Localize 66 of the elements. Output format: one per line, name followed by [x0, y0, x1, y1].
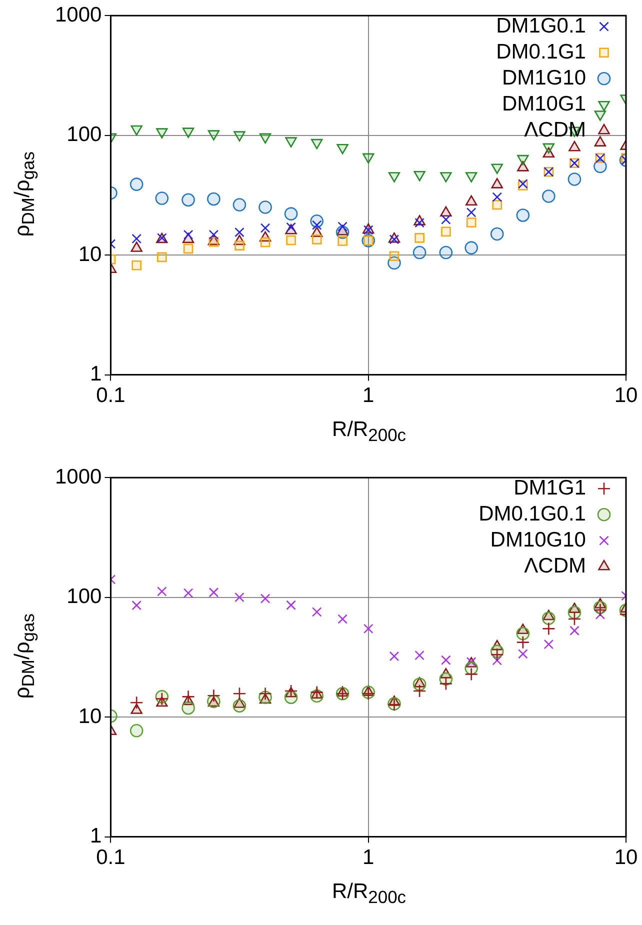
point: [412, 678, 426, 691]
point: [132, 600, 142, 610]
point: [412, 684, 426, 698]
x-tick-label: 10: [614, 846, 638, 870]
x-axis-title: R/R$_{200c}$: [330, 418, 408, 446]
point: [232, 686, 246, 700]
point: [516, 636, 530, 649]
y-tick-label: 1000: [55, 3, 102, 26]
legend-label: ΛCDM: [524, 554, 586, 578]
point: [570, 626, 580, 636]
legend-label: DM0.1G0.1: [478, 502, 586, 526]
point: [542, 622, 556, 636]
x-tick-label: 1: [362, 384, 374, 408]
y-tick-label: 1000: [55, 465, 102, 488]
x-tick-label: 0.1: [96, 384, 126, 408]
y-tick-label: 1: [90, 824, 102, 848]
x-tick-label: 1: [362, 846, 374, 870]
legend-label: DM10G10: [490, 528, 586, 552]
point: [568, 606, 582, 620]
y-tick-label: 10: [78, 242, 102, 266]
legend-label: DM0.1G1: [496, 40, 586, 64]
legend-label: DM1G0.1: [496, 14, 586, 38]
x-axis-title: R/R$_{200c}$: [330, 880, 408, 908]
point: [389, 651, 400, 662]
point: [130, 704, 142, 714]
point: [260, 594, 270, 604]
x-tick-label: 0.1: [96, 846, 126, 870]
point: [594, 603, 607, 617]
legend-label: DM10G1: [502, 92, 586, 116]
point: [130, 724, 144, 738]
point: [207, 688, 220, 702]
point: [208, 587, 219, 598]
point: [544, 639, 554, 650]
point: [542, 612, 556, 625]
point: [595, 610, 606, 620]
point: [258, 686, 272, 700]
point: [464, 662, 478, 675]
y-tick-label: 1: [90, 362, 102, 386]
legend-label: DM1G10: [502, 66, 586, 90]
legend-label: DM1G1: [514, 476, 586, 500]
point: [363, 624, 374, 634]
point: [492, 656, 502, 666]
legend-label: ΛCDM: [524, 118, 586, 142]
point: [286, 600, 296, 610]
point: [439, 677, 453, 690]
point: [441, 655, 451, 666]
point: [414, 650, 424, 660]
point: [183, 588, 194, 598]
point: [157, 586, 167, 596]
point: [338, 614, 348, 624]
point: [464, 668, 478, 681]
point: [234, 592, 244, 602]
x-tick-label: 10: [614, 384, 638, 408]
point: [312, 607, 322, 617]
point: [130, 696, 144, 710]
y-tick-label: 10: [78, 704, 102, 728]
point: [232, 699, 246, 713]
point: [516, 626, 530, 640]
point: [490, 648, 504, 662]
y-tick-label: 100: [66, 585, 102, 608]
point: [284, 690, 298, 704]
point: [182, 690, 195, 704]
point: [568, 612, 582, 626]
y-tick-label: 100: [66, 123, 102, 146]
point: [518, 649, 528, 659]
point: [182, 701, 195, 715]
